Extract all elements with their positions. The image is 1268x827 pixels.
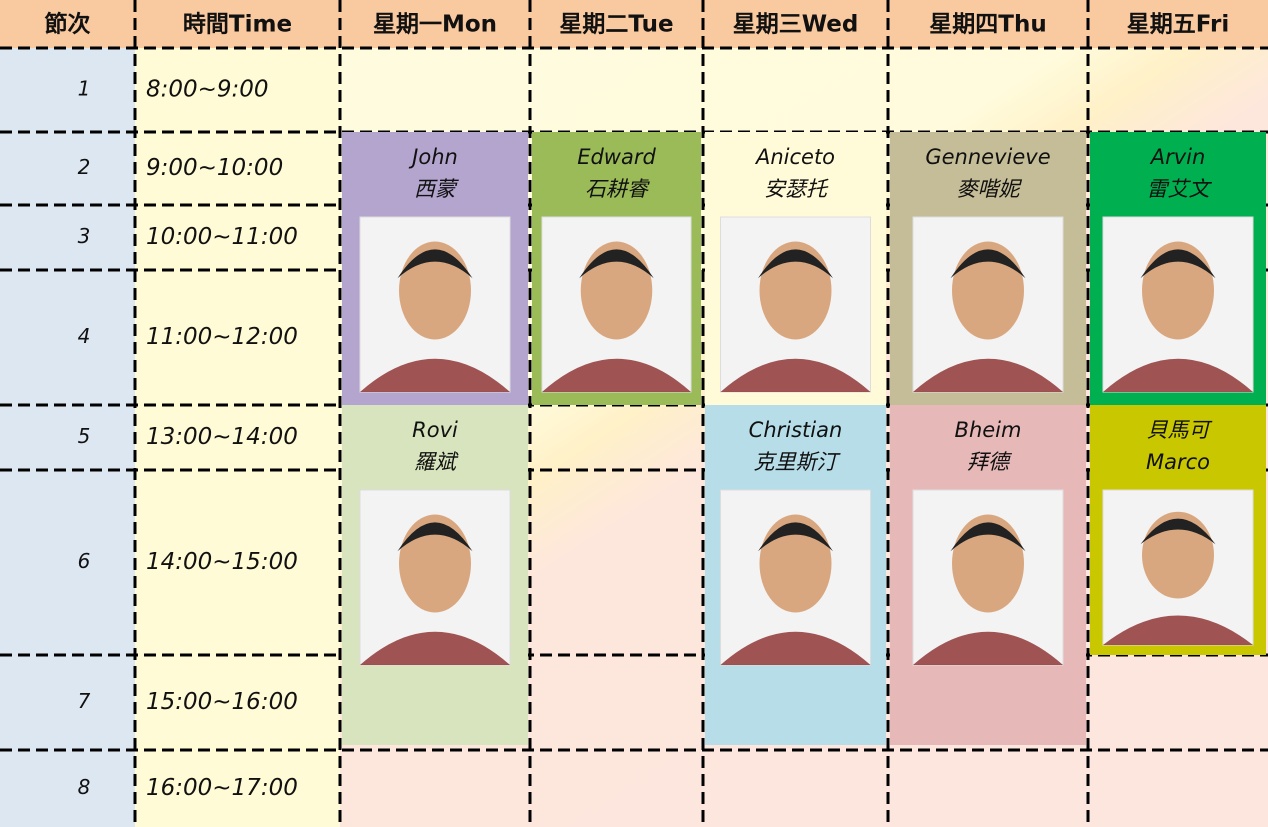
- teacher-name: 貝馬可: [1147, 418, 1213, 442]
- teacher-name: Aniceto: [754, 145, 835, 169]
- period: 2: [78, 155, 91, 179]
- teacher-name: 拜德: [967, 450, 1013, 474]
- photo-hair: [579, 249, 654, 279]
- header-row: [0, 0, 1268, 48]
- photo-face: [1142, 511, 1214, 599]
- teacher-name: 西蒙: [414, 177, 459, 201]
- header-cell: 星期二Tue: [559, 12, 673, 38]
- time: 8:00~9:00: [146, 77, 269, 103]
- photo-hair: [758, 249, 833, 279]
- photo-shoulders: [913, 358, 1063, 392]
- photo-face: [952, 514, 1024, 613]
- teacher-name: Edward: [577, 145, 656, 169]
- header-cell: 時間Time: [183, 12, 292, 38]
- teacher-name: Bheim: [955, 418, 1022, 442]
- photo-shoulders: [360, 358, 510, 392]
- time: 9:00~10:00: [146, 155, 283, 181]
- photo-shoulders: [720, 631, 871, 665]
- time: 16:00~17:00: [146, 775, 298, 801]
- time: 11:00~12:00: [146, 324, 298, 350]
- time-column: [135, 48, 340, 827]
- period-column: [0, 48, 135, 827]
- cell-texts: 節次 時間Time 星期一Mon 星期二Tue 星期三Wed 星期四Thu 星期五Fri 1 8…: [45, 11, 1230, 802]
- photo-shoulders: [720, 358, 871, 392]
- teacher-name: Gennevieve: [925, 145, 1050, 169]
- header-cell: 星期五Fri: [1127, 12, 1229, 38]
- photo-hair: [950, 249, 1026, 279]
- photo-hair: [1140, 518, 1216, 545]
- photo-shoulders: [913, 631, 1063, 665]
- teacher-name: Christian: [749, 418, 843, 442]
- time: 15:00~16:00: [146, 689, 298, 715]
- teacher-blocks: John 西蒙 Edward 石耕睿 Aniceto 安瑟托 Gennevieve 麥喈妮 Ar…: [342, 132, 1266, 745]
- period: 1: [78, 77, 91, 101]
- time: 10:00~11:00: [146, 224, 298, 250]
- teacher-name: 羅斌: [414, 450, 459, 474]
- teacher-name: 雷艾文: [1147, 177, 1213, 201]
- teacher-name: Marco: [1146, 450, 1210, 474]
- period: 6: [78, 549, 91, 573]
- photo-hair: [397, 249, 473, 279]
- header-cell: 星期四Thu: [929, 12, 1046, 38]
- photo-shoulders: [1103, 615, 1253, 645]
- teacher-name: 麥喈妮: [957, 177, 1023, 201]
- teacher-name: Rovi: [412, 418, 458, 442]
- teacher-name: 安瑟托: [764, 177, 829, 201]
- period: 7: [78, 689, 91, 713]
- photo-hair: [1140, 249, 1216, 279]
- photo-hair: [950, 522, 1026, 552]
- teacher-name: John: [408, 145, 458, 169]
- photo-face: [399, 514, 471, 613]
- teacher-name: 石耕睿: [585, 177, 650, 201]
- teacher-name: Arvin: [1149, 145, 1206, 169]
- header-cell: 節次: [45, 11, 91, 38]
- photo-face: [952, 241, 1024, 340]
- period: 3: [78, 224, 91, 248]
- photo-shoulders: [360, 631, 510, 665]
- photo-face: [1142, 241, 1214, 340]
- photo-face: [759, 514, 832, 613]
- time: 13:00~14:00: [146, 424, 298, 450]
- time: 14:00~15:00: [146, 549, 298, 575]
- teacher-name: 克里斯汀: [754, 450, 842, 474]
- photo-face: [759, 241, 832, 340]
- photo-hair: [758, 522, 833, 552]
- front-lines: [133, 0, 342, 827]
- period: 8: [78, 775, 91, 799]
- photo-hair: [397, 522, 473, 552]
- period: 5: [78, 424, 91, 448]
- photo-shoulders: [1103, 358, 1253, 392]
- header-cell: 星期一Mon: [373, 12, 497, 38]
- photo-face: [399, 241, 471, 340]
- period: 4: [78, 324, 91, 348]
- photo-face: [580, 241, 653, 340]
- header-cell: 星期三Wed: [733, 12, 859, 38]
- photo-shoulders: [542, 358, 691, 392]
